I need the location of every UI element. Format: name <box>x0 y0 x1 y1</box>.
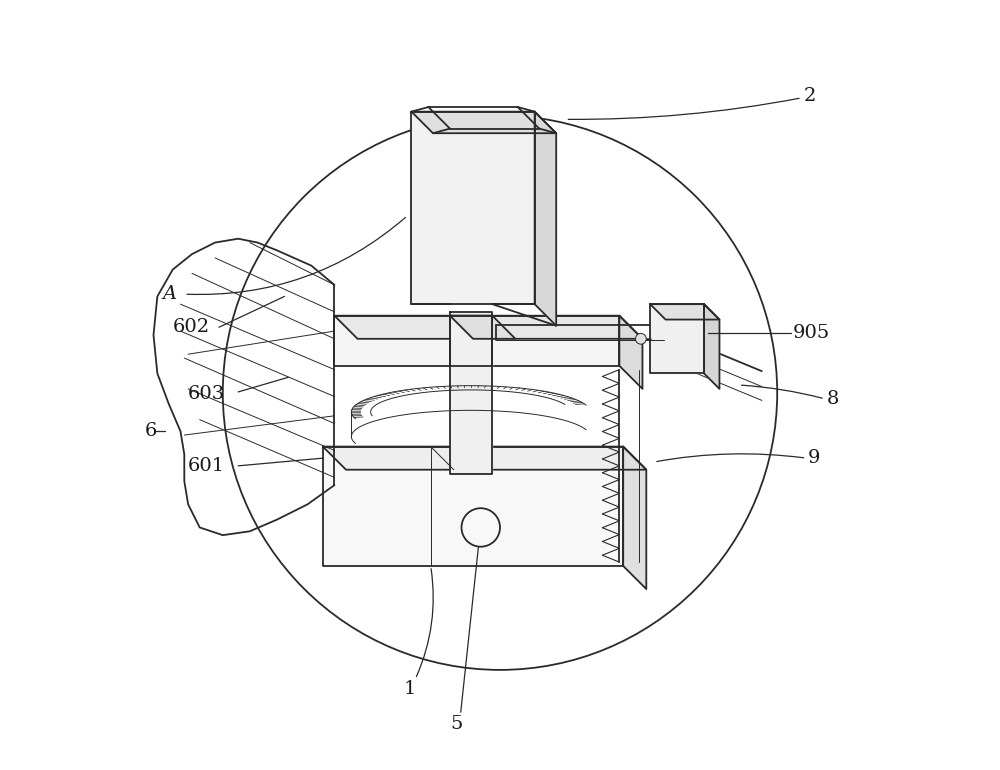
Polygon shape <box>450 312 492 474</box>
Text: 1: 1 <box>404 680 416 698</box>
Polygon shape <box>411 112 535 304</box>
Polygon shape <box>323 447 646 470</box>
Text: 603: 603 <box>188 385 225 403</box>
Polygon shape <box>623 447 646 589</box>
Text: 602: 602 <box>173 318 210 336</box>
Polygon shape <box>619 316 642 389</box>
Text: 8: 8 <box>827 390 840 408</box>
Text: 6: 6 <box>144 422 157 440</box>
Circle shape <box>636 333 646 344</box>
Polygon shape <box>650 304 719 320</box>
Text: 905: 905 <box>793 324 830 343</box>
Polygon shape <box>334 316 619 366</box>
Text: 2: 2 <box>804 87 817 105</box>
Polygon shape <box>450 316 492 366</box>
Polygon shape <box>323 447 623 566</box>
Polygon shape <box>535 112 556 326</box>
Polygon shape <box>450 316 515 339</box>
Text: A: A <box>163 285 177 303</box>
Polygon shape <box>411 112 556 133</box>
Text: 5: 5 <box>450 715 462 733</box>
Polygon shape <box>334 316 642 339</box>
Text: 601: 601 <box>188 457 225 475</box>
Polygon shape <box>650 304 704 373</box>
Polygon shape <box>704 304 719 389</box>
Text: 9: 9 <box>808 449 820 467</box>
